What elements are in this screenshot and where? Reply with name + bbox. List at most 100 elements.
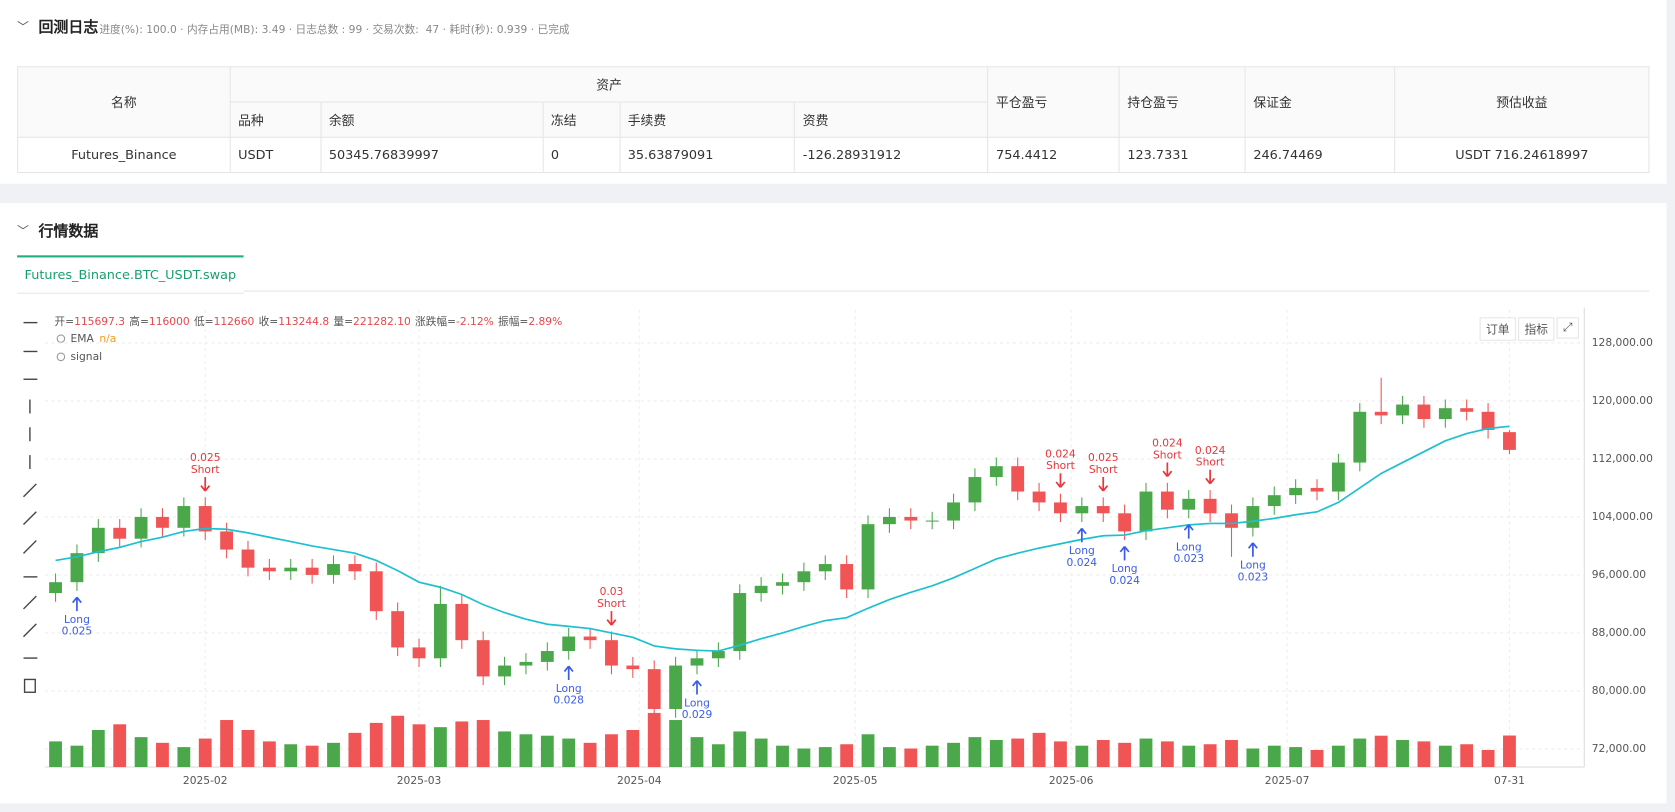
tool-icon[interactable]	[23, 623, 37, 638]
eye-icon[interactable]	[56, 334, 66, 343]
volume-bar	[476, 720, 490, 768]
signal-side: Long	[1069, 544, 1095, 557]
signal-side: Short	[597, 597, 626, 610]
candle-body	[284, 567, 298, 572]
tool-icon[interactable]	[23, 595, 37, 610]
volume-bar	[626, 730, 640, 768]
info-value: 112660	[214, 315, 255, 328]
order-button[interactable]: 订单	[1479, 317, 1516, 341]
indicator-button[interactable]: 指标	[1518, 317, 1555, 341]
candle-body	[989, 466, 1003, 478]
signal-amount: 0.024	[1067, 556, 1098, 569]
tool-icon[interactable]	[23, 511, 37, 526]
th: 持仓盈亏	[1118, 66, 1246, 138]
asset-table: 名称 资产 平仓盈亏 持仓盈亏 保证金 预估收益 品种 余额 冻结 手续费 资费 Futures_…	[17, 66, 1650, 174]
volume-bar	[690, 737, 704, 768]
volume-bar	[1246, 748, 1260, 768]
volume-bar	[1054, 741, 1067, 768]
candle-body	[198, 506, 212, 532]
legend-signal: signal	[71, 350, 103, 363]
short-arrow	[1055, 473, 1066, 488]
signal-side: Short	[1089, 463, 1118, 476]
volume-bar	[220, 720, 234, 768]
signal-amount: 0.024	[1152, 437, 1183, 450]
symbol-tab[interactable]: Futures_Binance.BTC_USDT.swap	[17, 255, 244, 294]
candle-body	[583, 636, 597, 641]
tool-icon[interactable]	[23, 540, 37, 554]
candle-body	[861, 524, 875, 590]
candle-body	[1075, 506, 1089, 514]
candle-body	[1438, 408, 1452, 420]
candle-body	[305, 567, 319, 575]
signal-amount: 0.03	[600, 585, 624, 598]
eye-icon[interactable]	[56, 352, 66, 362]
volume-bar	[1417, 741, 1431, 768]
candle-body	[947, 502, 960, 521]
candle-body	[134, 516, 148, 539]
candle-body	[1139, 491, 1153, 532]
info-value: 221282.10	[353, 315, 411, 328]
candle-body	[220, 531, 234, 550]
volume-bar	[1182, 745, 1196, 768]
signal-side: Long	[684, 696, 710, 709]
td: -126.28931912	[794, 136, 989, 174]
volume-bar	[1503, 735, 1516, 768]
th: 平仓盈亏	[987, 66, 1120, 138]
volume-bar	[134, 737, 148, 768]
signal-amount: 0.024	[1195, 444, 1226, 457]
info-label: 低=	[194, 315, 214, 328]
log-title: 回测日志	[38, 19, 99, 37]
info-value: 113244.8	[278, 315, 329, 328]
candle-body	[626, 665, 640, 670]
collapse-icon[interactable]: ﹀	[17, 224, 29, 239]
candle-body	[1374, 411, 1388, 416]
info-value: 2.89%	[528, 315, 562, 328]
tool-icon[interactable]	[23, 483, 37, 498]
long-arrow	[692, 680, 702, 695]
th: 手续费	[619, 101, 796, 138]
volume-bar	[1032, 732, 1046, 768]
market-panel	[0, 202, 1667, 804]
td: 246.74469	[1244, 136, 1396, 174]
info-value: 116000	[149, 315, 190, 328]
x-tick-label: 2025-03	[397, 774, 442, 787]
volume-bar	[1203, 744, 1217, 768]
volume-bar	[1075, 745, 1089, 768]
candle-body	[818, 564, 832, 572]
signal-side: Long	[556, 682, 582, 695]
th: 冻结	[542, 101, 621, 138]
volume-bar	[498, 731, 511, 768]
info-value: 115697.3	[74, 315, 125, 328]
candle-body	[177, 506, 191, 528]
candle-body	[840, 564, 854, 590]
volume-bar	[733, 731, 747, 768]
th: 资产	[229, 66, 989, 103]
candle-body	[1160, 491, 1174, 510]
volume-bar	[562, 738, 576, 768]
candle-body	[776, 582, 789, 586]
candle-body	[882, 516, 896, 525]
fullscreen-button[interactable]: ⤢	[1556, 317, 1579, 339]
market-title: 行情数据	[38, 223, 99, 241]
candle-body	[754, 585, 768, 594]
collapse-icon[interactable]: ﹀	[17, 20, 29, 35]
signal-amount: 0.023	[1238, 570, 1269, 583]
info-label: 振幅=	[498, 315, 528, 328]
signal-side: Long	[1112, 562, 1138, 575]
signal-side: Short	[1196, 456, 1225, 469]
short-arrow	[1162, 462, 1173, 477]
volume-bar	[455, 721, 469, 768]
signal-amount: 0.028	[553, 694, 584, 707]
legend-ema-value: n/a	[99, 332, 116, 345]
y-tick-label: 112,000.00	[1592, 452, 1653, 465]
delete-icon[interactable]	[23, 678, 36, 693]
candle-body	[1225, 513, 1238, 528]
candle-body	[1246, 506, 1260, 528]
x-tick-label: 2025-02	[183, 774, 228, 787]
candle-body	[1182, 498, 1196, 510]
volume-bar	[1331, 745, 1345, 768]
td: 754.4412	[987, 136, 1120, 174]
volume-bar	[647, 712, 661, 768]
candle-body	[49, 582, 62, 594]
